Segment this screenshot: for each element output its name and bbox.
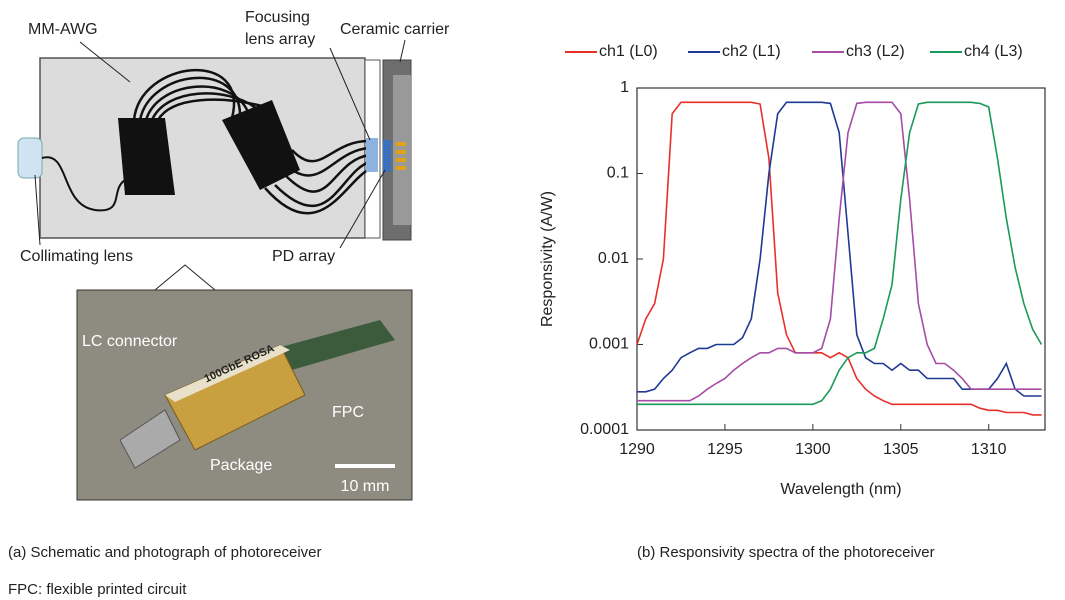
pd-array: [383, 140, 391, 172]
series-line: [637, 102, 1042, 404]
y-axis-label: Responsivity (A/W): [539, 191, 556, 327]
label: LC connector: [82, 333, 178, 350]
y-tick-label: 0.1: [607, 165, 629, 182]
label: lens array: [245, 31, 315, 48]
series-line: [637, 102, 1042, 415]
y-tick-label: 0.01: [598, 250, 629, 267]
x-tick-label: 1300: [795, 441, 831, 458]
y-tick-label: 1: [620, 79, 629, 96]
schematic: MM-AWG Focusing lens array Ceramic carri…: [18, 9, 450, 265]
label: Focusing: [245, 9, 310, 26]
page: MM-AWG Focusing lens array Ceramic carri…: [0, 0, 1065, 600]
caption: FPC: flexible printed circuit: [8, 581, 187, 598]
collimating-lens: [18, 138, 42, 178]
y-tick-label: 0.0001: [580, 421, 629, 438]
x-tick-label: 1305: [883, 441, 919, 458]
legend-label: ch2 (L1): [722, 43, 781, 60]
figure: MM-AWG Focusing lens array Ceramic carri…: [0, 0, 1065, 600]
label: FPC: [332, 404, 364, 421]
label: Package: [210, 457, 272, 474]
label: Ceramic carrier: [340, 21, 450, 38]
x-tick-label: 1310: [971, 441, 1007, 458]
caption: (b) Responsivity spectra of the photorec…: [637, 544, 935, 561]
y-tick-label: 0.001: [589, 336, 629, 353]
label: Collimating lens: [20, 248, 133, 265]
awg-slab: [118, 118, 175, 195]
focusing-lens-array: [366, 138, 378, 172]
series-line: [637, 102, 1042, 400]
scale-bar: [335, 464, 395, 468]
label: PD array: [272, 248, 335, 265]
label: MM-AWG: [28, 21, 98, 38]
scale-label: 10 mm: [341, 478, 390, 495]
photo: 100GbE ROSA LC connector FPC Package 10 …: [77, 290, 412, 500]
legend-label: ch4 (L3): [964, 43, 1023, 60]
legend-label: ch3 (L2): [846, 43, 905, 60]
caption: (a) Schematic and photograph of photorec…: [8, 544, 322, 561]
plot-frame: [637, 88, 1045, 430]
x-axis-label: Wavelength (nm): [780, 481, 901, 498]
callout: [155, 265, 215, 290]
x-tick-label: 1295: [707, 441, 743, 458]
x-tick-label: 1290: [619, 441, 655, 458]
legend-label: ch1 (L0): [599, 43, 658, 60]
